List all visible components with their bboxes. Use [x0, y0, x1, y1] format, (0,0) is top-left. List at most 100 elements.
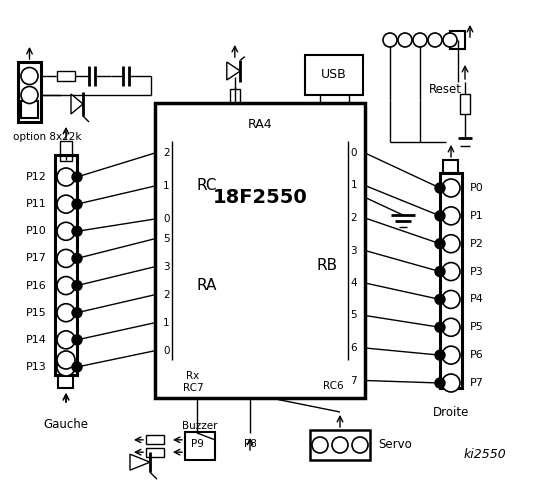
Circle shape — [428, 33, 442, 47]
Text: P1: P1 — [470, 211, 484, 221]
Text: 7: 7 — [351, 375, 357, 385]
Circle shape — [435, 183, 445, 193]
Text: RA: RA — [197, 278, 217, 293]
Circle shape — [435, 294, 445, 304]
Polygon shape — [71, 94, 83, 114]
Bar — [460, 94, 470, 114]
Circle shape — [442, 235, 460, 252]
Bar — [146, 448, 164, 456]
Circle shape — [57, 195, 75, 213]
Circle shape — [57, 250, 75, 267]
Circle shape — [442, 346, 460, 364]
Circle shape — [21, 86, 38, 104]
Text: 5: 5 — [163, 234, 170, 244]
Text: P0: P0 — [470, 183, 484, 193]
Circle shape — [435, 378, 445, 388]
Text: P8: P8 — [243, 439, 257, 449]
Text: P6: P6 — [470, 350, 484, 360]
Text: P2: P2 — [470, 239, 484, 249]
Bar — [60, 141, 72, 161]
Circle shape — [435, 322, 445, 332]
Circle shape — [57, 331, 75, 349]
Text: P4: P4 — [470, 294, 484, 304]
Bar — [55, 155, 77, 375]
Bar — [450, 31, 465, 49]
Circle shape — [442, 263, 460, 281]
Circle shape — [72, 253, 82, 264]
Bar — [18, 62, 41, 122]
Text: 2: 2 — [163, 148, 170, 158]
Text: 6: 6 — [351, 343, 357, 353]
Bar — [58, 375, 73, 388]
Bar — [57, 71, 75, 81]
Circle shape — [435, 211, 445, 221]
Text: RC6: RC6 — [323, 381, 343, 391]
Circle shape — [383, 33, 397, 47]
Circle shape — [435, 350, 445, 360]
Circle shape — [57, 351, 75, 369]
Text: 1: 1 — [351, 180, 357, 191]
Text: P13: P13 — [26, 362, 47, 372]
Text: Droite: Droite — [433, 407, 469, 420]
Bar — [305, 55, 363, 95]
Text: RC7: RC7 — [182, 383, 204, 393]
Text: P3: P3 — [470, 266, 484, 276]
Text: RB: RB — [316, 258, 337, 273]
Text: Reset: Reset — [429, 84, 462, 96]
Circle shape — [435, 266, 445, 276]
Bar — [443, 160, 458, 173]
Circle shape — [442, 318, 460, 336]
Text: P12: P12 — [26, 172, 47, 182]
Text: P9: P9 — [191, 439, 204, 449]
Circle shape — [413, 33, 427, 47]
Circle shape — [398, 33, 412, 47]
Text: P7: P7 — [470, 378, 484, 388]
Circle shape — [72, 172, 82, 182]
Circle shape — [72, 362, 82, 372]
Text: 0: 0 — [163, 214, 170, 224]
Circle shape — [57, 168, 75, 186]
Circle shape — [312, 437, 328, 453]
Bar — [310, 430, 370, 460]
Circle shape — [443, 33, 457, 47]
Circle shape — [57, 276, 75, 295]
Circle shape — [72, 281, 82, 290]
Circle shape — [57, 222, 75, 240]
Text: P5: P5 — [470, 322, 484, 332]
Text: Servo: Servo — [378, 439, 412, 452]
Circle shape — [72, 335, 82, 345]
Text: option 8x22k: option 8x22k — [13, 132, 81, 142]
Text: P16: P16 — [26, 281, 47, 290]
Text: 4: 4 — [351, 278, 357, 288]
Circle shape — [442, 179, 460, 197]
Bar — [146, 435, 164, 444]
Text: Rx: Rx — [186, 371, 200, 381]
Text: P15: P15 — [26, 308, 47, 318]
Circle shape — [332, 437, 348, 453]
Bar — [440, 173, 462, 388]
Bar — [185, 432, 215, 460]
Circle shape — [72, 308, 82, 318]
Polygon shape — [227, 62, 241, 80]
Text: 1: 1 — [163, 318, 170, 328]
Text: 0: 0 — [163, 346, 170, 356]
Circle shape — [72, 199, 82, 209]
Circle shape — [72, 226, 82, 236]
Bar — [155, 103, 365, 398]
Text: P11: P11 — [26, 199, 47, 209]
Text: 2: 2 — [163, 290, 170, 300]
Text: Gauche: Gauche — [44, 419, 88, 432]
Text: RA4: RA4 — [248, 119, 272, 132]
Circle shape — [442, 290, 460, 309]
Circle shape — [352, 437, 368, 453]
Text: P14: P14 — [26, 335, 47, 345]
Circle shape — [442, 207, 460, 225]
Circle shape — [442, 374, 460, 392]
Text: 2: 2 — [351, 213, 357, 223]
Text: 1: 1 — [163, 181, 170, 191]
Text: P17: P17 — [26, 253, 47, 264]
Circle shape — [435, 239, 445, 249]
Text: 5: 5 — [351, 311, 357, 321]
Bar — [230, 89, 240, 103]
Circle shape — [57, 304, 75, 322]
